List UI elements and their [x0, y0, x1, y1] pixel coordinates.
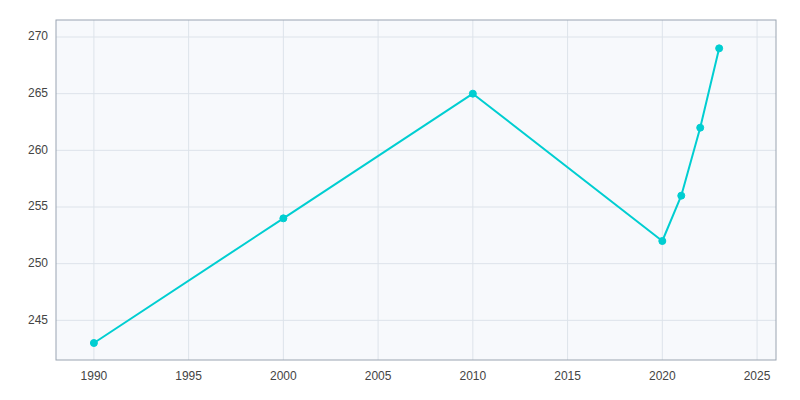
y-tick-label: 250: [28, 256, 48, 270]
x-grid-line: [188, 20, 189, 360]
x-grid-line: [283, 20, 284, 360]
y-tick-label: 245: [28, 313, 48, 327]
series: [90, 45, 722, 347]
plot-frame: [56, 20, 776, 360]
y-grid-line: [56, 263, 776, 264]
y-tick-label: 265: [28, 86, 48, 100]
y-grid-line: [56, 150, 776, 151]
plot-area: [56, 20, 776, 360]
point: [678, 192, 685, 199]
line: [94, 48, 719, 343]
x-grid-line: [93, 20, 94, 360]
x-grid-line: [757, 20, 758, 360]
x-grid-line: [472, 20, 473, 360]
point: [697, 124, 704, 131]
x-grid-line: [567, 20, 568, 360]
x-tick-label: 2015: [554, 369, 581, 383]
grid: [56, 20, 776, 360]
x-tick-label: 1995: [175, 369, 202, 383]
x-tick-label: 2010: [459, 369, 486, 383]
x-tick-label: 2025: [744, 369, 771, 383]
x-tick-label: 2005: [365, 369, 392, 383]
y-grid-line: [56, 320, 776, 321]
x-tick-label: 1990: [81, 369, 108, 383]
point: [716, 45, 723, 52]
y-tick-label: 270: [28, 29, 48, 43]
chart-container: 1990 1995 2000 2005 2010 2015 2020 2025 245 250 25…: [0, 0, 800, 400]
x-tick-label: 2020: [649, 369, 676, 383]
x-grid-line: [662, 20, 663, 360]
x-grid-line: [378, 20, 379, 360]
point: [659, 238, 666, 245]
point: [90, 340, 97, 347]
y-grid-line: [56, 93, 776, 94]
y-grid-line: [56, 37, 776, 38]
y-grid-line: [56, 207, 776, 208]
point: [469, 90, 476, 97]
y-tick-label: 255: [28, 199, 48, 213]
axes: 1990 1995 2000 2005 2010 2015 2020 2025 245 250 25…: [28, 29, 771, 383]
y-tick-label: 260: [28, 143, 48, 157]
point: [280, 215, 287, 222]
x-tick-label: 2000: [270, 369, 297, 383]
chart: 1990 1995 2000 2005 2010 2015 2020 2025 245 250 25…: [0, 0, 800, 400]
